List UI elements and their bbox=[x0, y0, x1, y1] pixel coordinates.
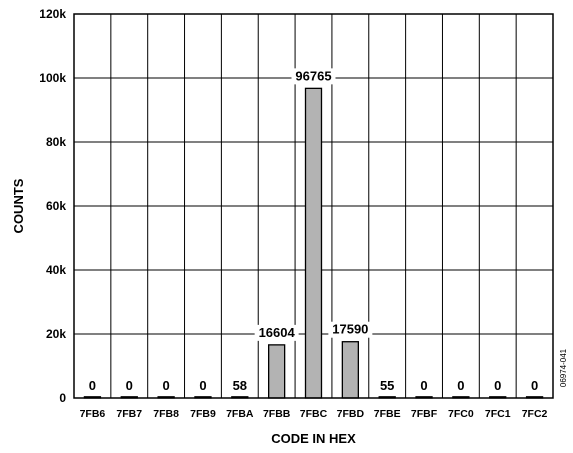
data-label-7FC0: 0 bbox=[457, 378, 464, 393]
data-label-background bbox=[122, 378, 137, 394]
data-label-background bbox=[376, 377, 398, 394]
y-tick-label: 0 bbox=[59, 391, 66, 405]
y-tick-label: 60k bbox=[46, 199, 66, 213]
data-label-7FB8: 0 bbox=[162, 378, 169, 393]
figure-id: 06974-041 bbox=[559, 348, 568, 387]
data-label-7FB6: 0 bbox=[89, 378, 96, 393]
y-tick-label: 120k bbox=[39, 7, 66, 21]
data-label-7FBE: 55 bbox=[380, 378, 394, 393]
x-tick-label: 7FB9 bbox=[190, 408, 216, 420]
data-label-7FBB: 16604 bbox=[259, 325, 296, 340]
x-tick-label: 7FBB bbox=[263, 408, 291, 420]
x-tick-label: 7FB7 bbox=[116, 408, 142, 420]
x-tick-label: 7FC0 bbox=[448, 408, 474, 420]
x-axis-label: CODE IN HEX bbox=[271, 431, 356, 446]
bar-7FBC bbox=[304, 87, 323, 399]
x-tick-label: 7FB6 bbox=[80, 408, 106, 420]
data-label-background bbox=[527, 378, 542, 394]
x-tick-label: 7FC2 bbox=[522, 408, 548, 420]
x-tick-label: 7FBE bbox=[374, 408, 401, 420]
data-label-7FC1: 0 bbox=[494, 378, 501, 393]
data-label-background bbox=[490, 378, 505, 394]
x-tick-label: 7FB8 bbox=[153, 408, 179, 420]
bar-7FBB bbox=[268, 344, 286, 399]
data-label-7FB9: 0 bbox=[199, 378, 206, 393]
data-label-background bbox=[254, 324, 299, 341]
data-label-7FBC: 96765 bbox=[295, 68, 331, 83]
x-tick-labels: 7FB6 7FB7 7FB8 7FB9 7FBA 7FBB 7FBC 7FBD 7FBE 7FBF… bbox=[80, 408, 548, 420]
data-label-7FBA: 58 bbox=[233, 378, 247, 393]
data-label-background bbox=[291, 68, 336, 85]
x-tick-label: 7FC1 bbox=[485, 408, 511, 420]
x-tick-label: 7FBD bbox=[337, 408, 365, 420]
data-label-background bbox=[417, 378, 431, 394]
data-label-background bbox=[328, 321, 373, 338]
data-label-7FB7: 0 bbox=[126, 378, 133, 393]
data-label-background bbox=[196, 378, 210, 394]
y-tick-label: 20k bbox=[46, 327, 66, 341]
y-tick-label: 100k bbox=[39, 71, 66, 85]
data-label-background bbox=[229, 377, 251, 394]
y-axis-label: COUNTS bbox=[11, 178, 26, 233]
data-labels: 0 0 0 0 58 16604 96765 17590 55 0 0 0 0 bbox=[85, 68, 542, 394]
x-tick-label: 7FBF bbox=[411, 408, 438, 420]
data-label-background bbox=[454, 378, 468, 394]
y-tick-label: 40k bbox=[46, 263, 66, 277]
data-label-7FBD: 17590 bbox=[332, 322, 368, 337]
data-label-background bbox=[159, 378, 173, 394]
x-tick-label: 7FBC bbox=[300, 408, 328, 420]
bars bbox=[83, 87, 544, 399]
y-tick-labels: 0 20k 40k 60k 80k 100k 120k bbox=[39, 7, 66, 405]
data-label-background bbox=[85, 378, 100, 394]
x-tick-label: 7FBA bbox=[226, 408, 254, 420]
bar-7FBD bbox=[341, 341, 359, 399]
y-tick-label: 80k bbox=[46, 135, 66, 149]
data-label-7FC2: 0 bbox=[531, 378, 538, 393]
plot-frame bbox=[73, 13, 554, 399]
data-label-7FBF: 0 bbox=[420, 378, 427, 393]
